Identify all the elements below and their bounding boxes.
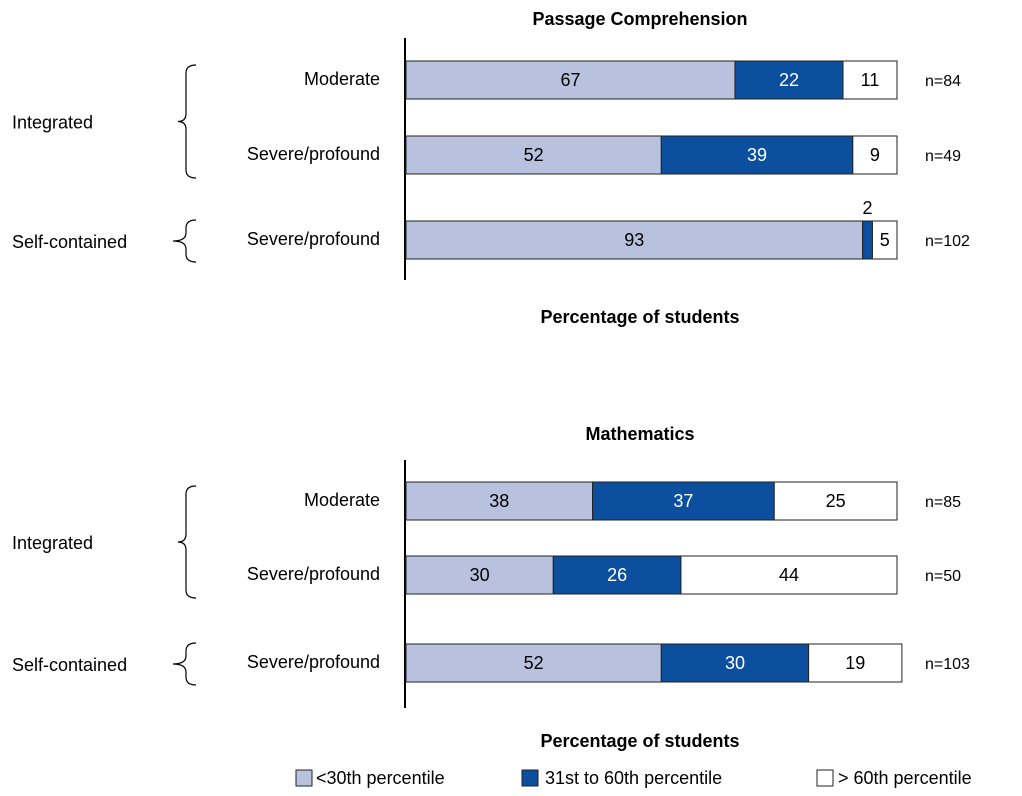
bar-segment (773, 481, 898, 521)
n-label: n=85 (925, 494, 961, 511)
value-label: 30 (470, 565, 490, 585)
group-label: Integrated (12, 533, 93, 553)
legend-swatch (295, 769, 313, 787)
chart-title: Mathematics (585, 424, 694, 444)
value-label: 9 (870, 145, 880, 165)
bar-segment (862, 220, 873, 260)
category-label: Moderate (304, 69, 380, 89)
n-label: n=84 (925, 73, 961, 90)
bar-segment (871, 220, 898, 260)
category-label: Severe/profound (247, 229, 380, 249)
x-axis-label: Percentage of students (540, 731, 739, 751)
bar-segment (405, 643, 662, 683)
n-label: n=50 (925, 568, 961, 585)
n-label: n=103 (925, 656, 970, 673)
chart-title: Passage Comprehension (532, 9, 747, 29)
legend-swatch (521, 769, 539, 787)
category-label: Moderate (304, 490, 380, 510)
value-label: 38 (489, 491, 509, 511)
bar-segment (680, 555, 898, 595)
bar-segment (592, 481, 775, 521)
value-label: 26 (607, 565, 627, 585)
brace (172, 642, 197, 686)
bar-segment (852, 135, 898, 175)
value-label: 67 (560, 70, 580, 90)
bar-segment (660, 643, 810, 683)
brace (177, 485, 197, 599)
bar-segment (552, 555, 682, 595)
bar-segment (405, 481, 594, 521)
category-label: Severe/profound (247, 564, 380, 584)
bar-segment (842, 60, 898, 100)
value-label: 52 (524, 145, 544, 165)
value-label: 44 (779, 565, 799, 585)
group-label: Self-contained (12, 232, 127, 252)
value-label: 11 (861, 70, 880, 90)
brace (172, 219, 197, 263)
bar-segment (734, 60, 844, 100)
value-label: 30 (725, 653, 745, 673)
value-label: 39 (747, 145, 767, 165)
legend-label: <30th percentile (316, 768, 445, 788)
value-label: 22 (779, 70, 799, 90)
value-label: 5 (880, 230, 890, 250)
legend-label: > 60th percentile (838, 768, 972, 788)
brace (177, 64, 197, 179)
n-label: n=49 (925, 148, 961, 165)
x-axis-label: Percentage of students (540, 307, 739, 327)
value-label: 93 (624, 230, 644, 250)
category-label: Severe/profound (247, 652, 380, 672)
value-label: 52 (524, 653, 544, 673)
value-label: 2 (863, 198, 873, 218)
bar-segment (808, 643, 903, 683)
legend-label: 31st to 60th percentile (545, 768, 722, 788)
category-label: Severe/profound (247, 144, 380, 164)
value-label: 19 (845, 653, 865, 673)
value-label: 37 (673, 491, 693, 511)
value-label: 25 (826, 491, 846, 511)
legend-swatch (816, 769, 834, 787)
group-label: Integrated (12, 112, 93, 132)
n-label: n=102 (925, 233, 970, 250)
group-label: Self-contained (12, 655, 127, 675)
bar-segment (405, 555, 554, 595)
